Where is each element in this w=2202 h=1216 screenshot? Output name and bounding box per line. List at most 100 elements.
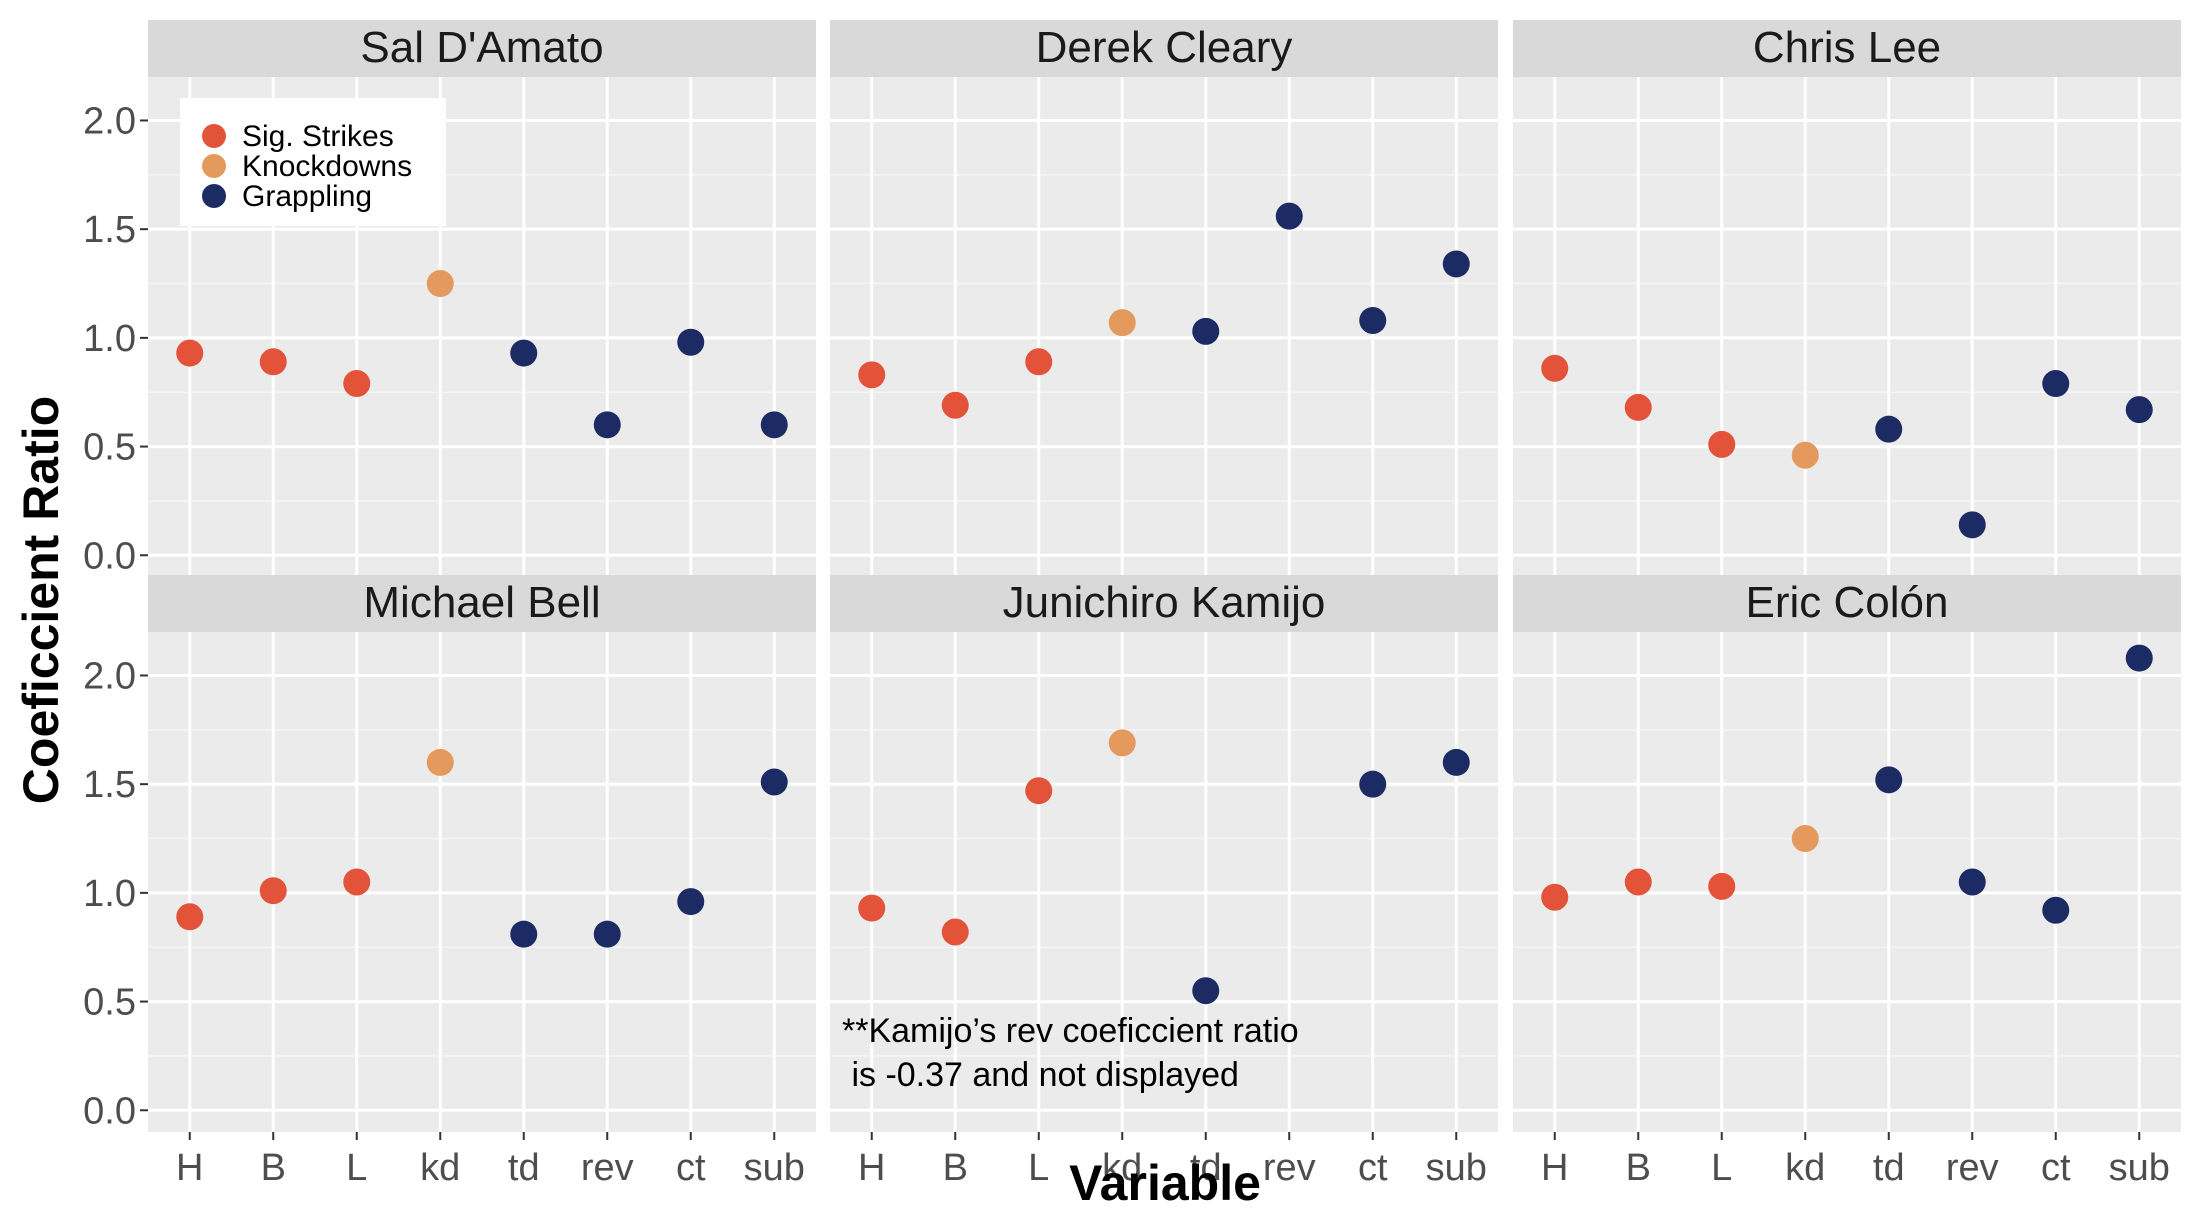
panels: Sal D'Amato Derek Cleary Chris Lee Michael … — [148, 20, 2181, 1132]
panel-background — [148, 632, 816, 1132]
data-point-ct — [1359, 770, 1387, 798]
legend-label: Knockdowns — [242, 150, 412, 183]
data-point-sub — [2125, 644, 2153, 672]
panel-strip — [830, 575, 1498, 632]
panel-title: Junichiro Kamijo — [1003, 578, 1326, 627]
data-point-L — [1708, 430, 1736, 458]
data-point-H — [1541, 883, 1569, 911]
x-tick-label: td — [1190, 1147, 1222, 1189]
data-point-B — [941, 918, 969, 946]
data-point-td — [1875, 766, 1903, 794]
panel-strip — [1513, 575, 2181, 632]
data-point-rev — [1958, 511, 1986, 539]
data-point-td — [1875, 415, 1903, 443]
y-tick-label: 1.5 — [83, 764, 136, 806]
y-tick-label: 0.5 — [83, 427, 136, 469]
y-tick-label: 0.0 — [83, 535, 136, 577]
x-tick-label: sub — [744, 1147, 805, 1189]
data-point-ct — [2042, 896, 2070, 924]
x-tick-label: kd — [420, 1147, 460, 1189]
panel-background — [830, 632, 1498, 1132]
data-point-kd — [1108, 309, 1136, 337]
x-tick-label: rev — [581, 1147, 634, 1189]
panel-strip — [1513, 20, 2181, 77]
panel-chris-lee: Chris Lee — [1513, 20, 2181, 577]
x-tick-label: H — [176, 1147, 203, 1189]
panel-background — [1513, 632, 2181, 1132]
x-tick-label: H — [1541, 1147, 1568, 1189]
x-tick-label: B — [261, 1147, 286, 1189]
legend-key — [202, 154, 226, 178]
data-point-td — [1192, 977, 1220, 1005]
x-tick-label: rev — [1263, 1147, 1316, 1189]
data-point-td — [510, 920, 538, 948]
data-point-rev — [593, 920, 621, 948]
x-tick-label: ct — [676, 1147, 706, 1189]
y-tick-label: 2.0 — [83, 100, 136, 142]
data-point-sub — [760, 768, 788, 796]
x-tick-label: L — [346, 1147, 367, 1189]
data-point-B — [1624, 868, 1652, 896]
panel-title: Chris Lee — [1753, 23, 1941, 72]
panel-strip — [830, 20, 1498, 77]
panel-title: Michael Bell — [363, 578, 600, 627]
data-point-td — [510, 339, 538, 367]
x-tick-label: rev — [1946, 1147, 1999, 1189]
panel-title: Sal D'Amato — [360, 23, 603, 72]
data-point-sub — [760, 411, 788, 439]
panel-title: Eric Colón — [1746, 578, 1949, 627]
panel-eric-col-n: Eric Colón — [1513, 575, 2181, 1132]
data-point-B — [1624, 393, 1652, 421]
panel-strip — [148, 20, 816, 77]
x-tick-label: ct — [1358, 1147, 1388, 1189]
y-tick-label: 2.0 — [83, 655, 136, 697]
panel-strip — [148, 575, 816, 632]
data-point-H — [176, 903, 204, 931]
data-point-H — [858, 361, 886, 389]
data-point-ct — [2042, 370, 2070, 398]
data-point-L — [1708, 872, 1736, 900]
y-tick-label: 0.5 — [83, 982, 136, 1024]
x-tick-label: kd — [1785, 1147, 1825, 1189]
data-point-rev — [593, 411, 621, 439]
data-point-rev — [1958, 868, 1986, 896]
data-point-L — [1025, 348, 1053, 376]
x-tick-label: td — [1873, 1147, 1905, 1189]
panel-junichiro-kamijo: Junichiro Kamijo — [830, 575, 1498, 1132]
data-point-td — [1192, 317, 1220, 345]
x-tick-label: L — [1711, 1147, 1732, 1189]
annotation-line: **Kamijo’s rev coeficcient ratio — [842, 1012, 1299, 1050]
data-point-sub — [2125, 396, 2153, 424]
y-tick-label: 1.5 — [83, 209, 136, 251]
data-point-L — [1025, 777, 1053, 805]
data-point-H — [176, 339, 204, 367]
data-point-kd — [1108, 729, 1136, 757]
data-point-H — [1541, 354, 1569, 382]
data-point-rev — [1275, 202, 1303, 230]
y-tick-label: 0.0 — [83, 1090, 136, 1132]
data-point-L — [343, 370, 371, 398]
panel-background — [1513, 77, 2181, 577]
y-axis-title: Coeficcient Ratio — [13, 396, 69, 804]
panel-background — [830, 77, 1498, 577]
panel-derek-cleary: Derek Cleary — [830, 20, 1498, 577]
data-point-kd — [426, 748, 454, 776]
y-tick-label: 1.0 — [83, 873, 136, 915]
data-point-sub — [1442, 250, 1470, 278]
x-tick-label: td — [508, 1147, 540, 1189]
data-point-ct — [1359, 306, 1387, 334]
data-point-ct — [677, 328, 705, 356]
legend-key — [202, 124, 226, 148]
legend-key — [202, 184, 226, 208]
data-point-kd — [1791, 825, 1819, 853]
x-axis-title: Variable — [1069, 1155, 1261, 1211]
x-tick-label: B — [943, 1147, 968, 1189]
x-tick-label: H — [858, 1147, 885, 1189]
data-point-kd — [426, 270, 454, 298]
data-point-H — [858, 894, 886, 922]
data-point-B — [941, 391, 969, 419]
x-tick-label: sub — [2109, 1147, 2170, 1189]
